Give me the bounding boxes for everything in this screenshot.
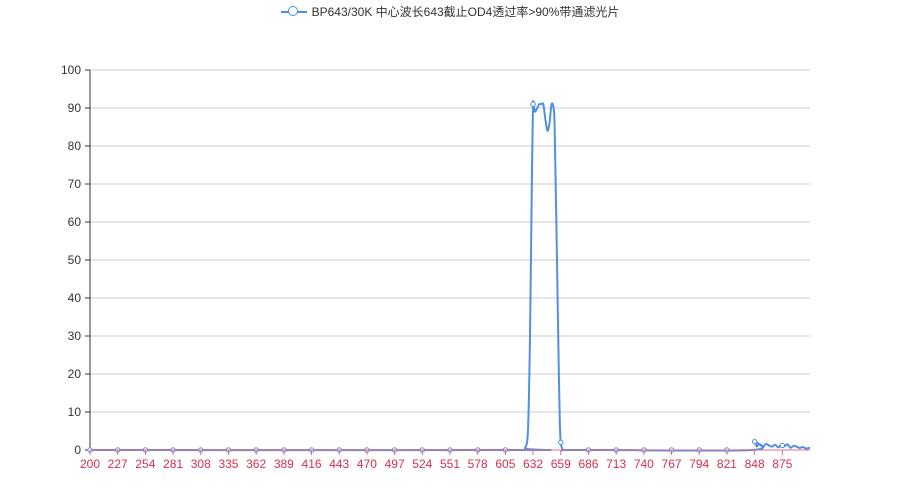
x-tick-label: 497 bbox=[385, 457, 405, 471]
data-point[interactable] bbox=[558, 439, 564, 446]
x-axis: 200 227 254 281 308 335 362 389 416 443 470 497 524 5… bbox=[80, 449, 810, 471]
x-tick-label: 578 bbox=[468, 457, 488, 471]
x-tick-label: 416 bbox=[302, 457, 322, 471]
x-tick-label: 821 bbox=[717, 457, 737, 471]
y-tick-label: 50 bbox=[68, 253, 82, 267]
x-tick-label: 659 bbox=[551, 457, 571, 471]
x-tick-label: 443 bbox=[329, 457, 349, 471]
x-tick-label: 281 bbox=[163, 457, 183, 471]
x-tick-label: 389 bbox=[274, 457, 294, 471]
y-tick-label: 20 bbox=[68, 367, 82, 381]
x-tick-label: 605 bbox=[495, 457, 515, 471]
data-point[interactable] bbox=[751, 438, 758, 445]
legend-line-circle-icon bbox=[280, 5, 307, 19]
chart-legend[interactable]: BP643/30K 中心波长643截止OD4透过率>90%带通滤光片 bbox=[0, 3, 900, 20]
x-tick-label: 227 bbox=[108, 457, 128, 471]
x-tick-label: 335 bbox=[218, 457, 238, 471]
x-tick-label: 740 bbox=[634, 457, 654, 471]
data-point[interactable] bbox=[779, 442, 786, 449]
data-point[interactable] bbox=[530, 101, 536, 107]
y-axis: 0 10 20 30 40 50 60 70 80 90 100 bbox=[61, 63, 91, 457]
y-tick-label: 0 bbox=[74, 443, 81, 457]
x-tick-label: 362 bbox=[246, 457, 266, 471]
x-tick-label: 551 bbox=[440, 457, 460, 471]
grid-lines bbox=[90, 69, 810, 413]
x-tick-label: 632 bbox=[523, 457, 543, 471]
series-line[interactable] bbox=[89, 100, 811, 452]
x-tick-label: 875 bbox=[772, 457, 792, 471]
x-tick-label: 524 bbox=[412, 457, 432, 471]
legend-label: BP643/30K 中心波长643截止OD4透过率>90%带通滤光片 bbox=[311, 5, 620, 19]
y-tick-label: 40 bbox=[68, 291, 82, 305]
y-tick-label: 80 bbox=[68, 139, 82, 153]
x-tick-label: 767 bbox=[662, 457, 682, 471]
x-tick-label: 308 bbox=[191, 457, 211, 471]
y-tick-label: 90 bbox=[68, 101, 82, 115]
x-tick-label: 686 bbox=[578, 457, 598, 471]
y-tick-label: 70 bbox=[68, 177, 82, 191]
x-tick-label: 848 bbox=[745, 457, 765, 471]
y-tick-label: 10 bbox=[68, 405, 82, 419]
x-tick-label: 254 bbox=[135, 457, 155, 471]
x-tick-label: 470 bbox=[357, 457, 377, 471]
x-tick-label: 794 bbox=[689, 457, 709, 471]
x-tick-label: 200 bbox=[80, 457, 100, 471]
y-tick-label: 100 bbox=[61, 63, 81, 77]
series-layer bbox=[87, 100, 811, 453]
y-tick-label: 60 bbox=[68, 215, 82, 229]
y-tick-label: 30 bbox=[68, 329, 82, 343]
x-tick-label: 713 bbox=[606, 457, 626, 471]
